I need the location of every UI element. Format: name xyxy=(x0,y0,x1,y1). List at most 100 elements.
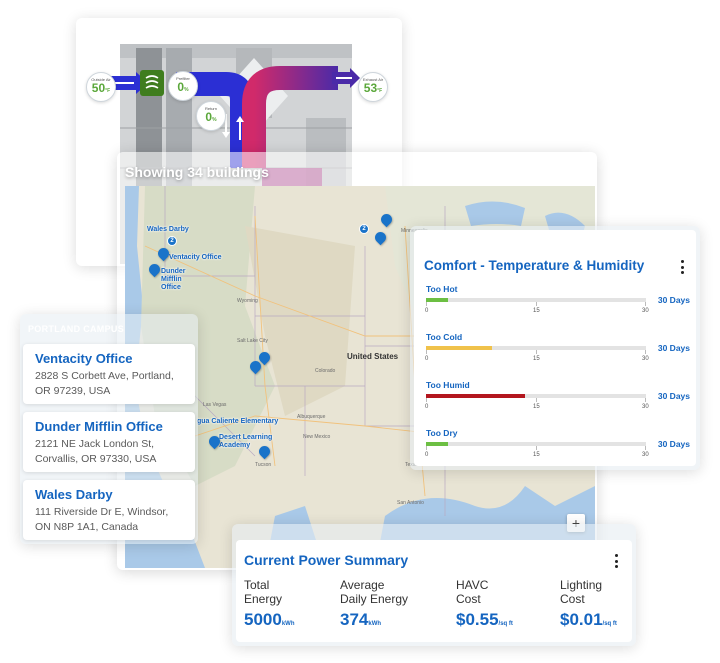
building-name: Wales Darby xyxy=(35,487,113,502)
power-title: Current Power Summary xyxy=(244,552,409,568)
comfort-panel: Comfort - Temperature & Humidity Too Hot… xyxy=(414,230,696,466)
power-label: Cost xyxy=(456,592,481,606)
prefilter-value: 0% xyxy=(177,79,189,94)
exhaust-air-value: 53°F xyxy=(363,80,383,95)
map-cluster-minnesota[interactable]: 2 xyxy=(359,224,369,234)
map-label-san-antonio: San Antonio xyxy=(397,500,424,506)
building-item-wales-darby[interactable]: Wales Darby 111 Riverside Dr E, Windsor,… xyxy=(23,480,195,540)
pin-label-agua-caliente[interactable]: gua Caliente Elementary xyxy=(197,418,279,425)
power-label: Energy xyxy=(244,592,283,606)
map-label-tucson: Tucson xyxy=(255,462,272,468)
metric-label: Too Hot xyxy=(426,284,458,294)
outside-air-reading: Outside Air 50°F xyxy=(86,72,116,102)
axis-tick-mark xyxy=(426,350,427,354)
metric-track xyxy=(426,298,646,302)
axis-tick-mark xyxy=(536,398,537,402)
metric-label: Too Dry xyxy=(426,428,458,438)
power-label: Lighting xyxy=(560,578,603,592)
axis-tick-label: 30 xyxy=(642,404,649,410)
map-label-wyoming: Wyoming xyxy=(237,298,258,304)
axis-tick-label: 0 xyxy=(425,308,429,314)
map-title: Showing 34 buildings xyxy=(125,164,269,180)
building-address: 111 Riverside Dr E, Windsor, ON N8P 1A1,… xyxy=(35,506,169,533)
comfort-metric-too-cold: Too Cold 30 Days 0 15 30 xyxy=(425,332,690,372)
power-average-daily-energy: Average Daily Energy 374kWh xyxy=(340,578,440,630)
axis-tick-label: 30 xyxy=(642,356,649,362)
return-label: Return xyxy=(204,105,217,111)
map-label-united-states: United States xyxy=(347,352,399,361)
axis-tick-label: 30 xyxy=(642,308,649,314)
axis-tick-label: 0 xyxy=(425,356,429,362)
building-name: Dunder Mifflin Office xyxy=(35,419,163,434)
metric-label: Too Cold xyxy=(426,332,463,342)
power-summary-panel: Current Power Summary Total Energy 5000k… xyxy=(236,540,632,642)
axis-tick-mark xyxy=(536,302,537,306)
metric-days: 30 Days xyxy=(657,439,690,449)
axis-tick-mark xyxy=(645,446,646,450)
power-label: Average xyxy=(340,578,385,592)
axis-tick-label: 15 xyxy=(533,452,540,458)
power-value: $0.55/sq ft xyxy=(456,610,513,629)
prefilter-reading: Prefilter 0% xyxy=(168,71,198,101)
power-summary-card: Current Power Summary Total Energy 5000k… xyxy=(232,524,636,646)
power-total-energy: Total Energy 5000kWh xyxy=(244,578,344,630)
metric-fill xyxy=(426,298,448,302)
axis-tick-mark xyxy=(426,302,427,306)
metric-track xyxy=(426,394,646,398)
axis-tick-label: 30 xyxy=(642,452,649,458)
building-address: 2121 NE Jack London St, Corvallis, OR 97… xyxy=(35,438,157,465)
outside-air-value: 50°F xyxy=(91,80,111,95)
metric-fill xyxy=(426,442,448,446)
power-value: $0.01/sq ft xyxy=(560,610,617,629)
comfort-card: Comfort - Temperature & Humidity Too Hot… xyxy=(410,226,700,470)
comfort-metric-too-humid: Too Humid 30 Days 0 15 30 xyxy=(425,380,690,420)
metric-label: Too Humid xyxy=(426,380,470,390)
axis-tick-mark xyxy=(645,302,646,306)
power-label: Cost xyxy=(560,592,585,606)
metric-days: 30 Days xyxy=(657,391,690,401)
building-item-dunder-mifflin[interactable]: Dunder Mifflin Office 2121 NE Jack Londo… xyxy=(23,412,195,472)
metric-fill xyxy=(426,394,525,398)
metric-fill xyxy=(426,346,492,350)
comfort-title: Comfort - Temperature & Humidity xyxy=(424,258,645,273)
metric-days: 30 Days xyxy=(657,343,690,353)
map-label-new-mexico: New Mexico xyxy=(303,434,331,440)
axis-tick-mark xyxy=(536,446,537,450)
campus-list-card: PORTLAND CAMPUS Ventacity Office 2828 S … xyxy=(20,314,198,544)
pin-label-desert-learning[interactable]: Desert Learning Academy xyxy=(219,434,273,449)
return-value: 0% xyxy=(205,109,217,124)
axis-tick-label: 0 xyxy=(425,404,429,410)
power-label: Total xyxy=(244,578,270,592)
comfort-metric-too-hot: Too Hot 30 Days 0 15 30 xyxy=(425,284,690,324)
axis-tick-mark xyxy=(426,446,427,450)
map-label-albuquerque: Albuquerque xyxy=(297,414,326,420)
metric-track xyxy=(426,346,646,350)
axis-tick-mark xyxy=(645,350,646,354)
exhaust-air-label: Exhaust Air xyxy=(362,76,384,82)
axis-tick-label: 0 xyxy=(425,452,429,458)
power-menu-icon[interactable] xyxy=(614,554,618,568)
metric-days: 30 Days xyxy=(657,295,690,305)
pin-label-dunder-mifflin[interactable]: Dunder Mifflin Office xyxy=(161,268,186,291)
power-value: 374kWh xyxy=(340,610,382,629)
return-reading: Return 0% xyxy=(196,101,226,131)
building-item-ventacity[interactable]: Ventacity Office 2828 S Corbett Ave, Por… xyxy=(23,344,195,404)
comfort-menu-icon[interactable] xyxy=(680,260,684,274)
pin-label-ventacity[interactable]: Ventacity Office xyxy=(169,254,222,261)
metric-track xyxy=(426,442,646,446)
axis-tick-label: 15 xyxy=(533,356,540,362)
pin-label-wales-darby[interactable]: Wales Darby xyxy=(147,226,189,233)
map-label-las-vegas: Las Vegas xyxy=(203,402,227,408)
axis-tick-mark xyxy=(645,398,646,402)
power-havc-cost: HAVC Cost $0.55/sq ft xyxy=(456,578,556,630)
axis-tick-mark xyxy=(426,398,427,402)
power-value: 5000kWh xyxy=(244,610,295,629)
prefilter-label: Prefilter xyxy=(176,75,190,81)
map-cluster-portland[interactable]: 2 xyxy=(167,236,177,246)
power-label: Daily Energy xyxy=(340,592,409,606)
power-lighting-cost: Lighting Cost $0.01/sq ft xyxy=(560,578,660,630)
campus-header: PORTLAND CAMPUS xyxy=(28,324,124,334)
comfort-metric-too-dry: Too Dry 30 Days 0 15 30 xyxy=(425,428,690,468)
power-label: HAVC xyxy=(456,578,489,592)
building-name: Ventacity Office xyxy=(35,351,133,366)
